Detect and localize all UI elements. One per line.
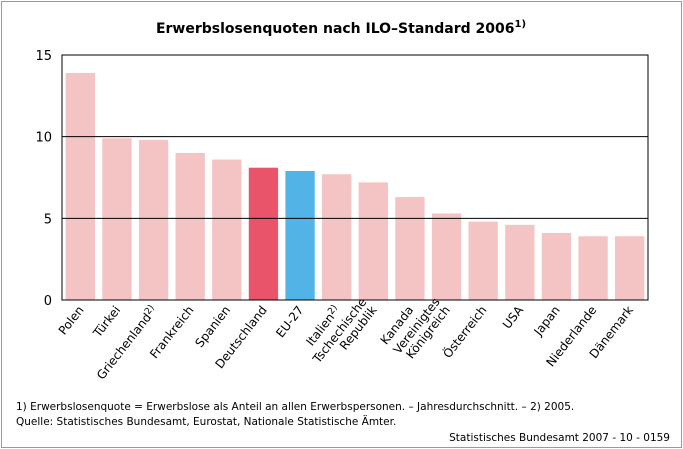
bar (541, 233, 572, 300)
bar (212, 159, 242, 300)
bar (468, 221, 498, 300)
y-tick-label: 15 (35, 49, 52, 64)
bar (578, 236, 608, 300)
y-tick-label: 0 (44, 294, 52, 309)
y-tick-label: 5 (44, 212, 52, 227)
y-tick-label: 10 (35, 131, 52, 146)
source: Statistisches Bundesamt 2007 - 10 - 0159 (449, 432, 670, 444)
bar (175, 153, 205, 300)
bar (322, 174, 352, 300)
bar (615, 236, 645, 300)
bar (358, 182, 388, 300)
bar (395, 197, 425, 300)
footnote: 1) Erwerbslosenquote = Erwerbslose als A… (16, 401, 574, 413)
bar (138, 139, 169, 300)
bar (505, 224, 535, 300)
bar (102, 138, 132, 300)
bar (285, 170, 315, 300)
chart-title: Erwerbslosenquoten nach ILO–Standard 200… (156, 19, 526, 37)
bar (65, 72, 95, 300)
bar (248, 167, 279, 300)
plot-border (61, 54, 649, 301)
footnote: Quelle: Statistisches Bundesamt, Eurosta… (16, 415, 396, 428)
bar (431, 213, 462, 300)
